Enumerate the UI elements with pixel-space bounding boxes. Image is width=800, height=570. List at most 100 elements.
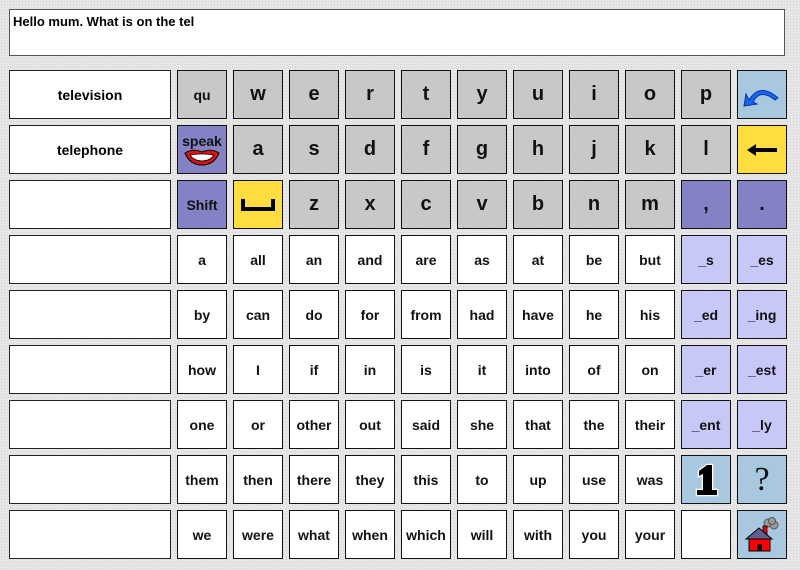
prediction-slot[interactable] xyxy=(9,400,171,449)
key-qu[interactable]: qu xyxy=(177,70,227,119)
key-r[interactable]: r xyxy=(345,70,395,119)
key-est[interactable]: _est xyxy=(737,345,787,394)
key-ent[interactable]: _ent xyxy=(681,400,731,449)
key-or[interactable]: or xyxy=(233,400,283,449)
prediction-slot[interactable] xyxy=(9,235,171,284)
key-what[interactable]: what xyxy=(289,510,339,559)
key-up[interactable]: up xyxy=(513,455,563,504)
key-and[interactable]: and xyxy=(345,235,395,284)
prediction-slot[interactable] xyxy=(9,455,171,504)
key-have[interactable]: have xyxy=(513,290,563,339)
key-with[interactable]: with xyxy=(513,510,563,559)
key-all[interactable]: all xyxy=(233,235,283,284)
key-out[interactable]: out xyxy=(345,400,395,449)
key-u[interactable]: u xyxy=(513,70,563,119)
key-had[interactable]: had xyxy=(457,290,507,339)
key-g[interactable]: g xyxy=(457,125,507,174)
key-she[interactable]: she xyxy=(457,400,507,449)
key-the[interactable]: the xyxy=(569,400,619,449)
key-them[interactable]: them xyxy=(177,455,227,504)
key-an[interactable]: an xyxy=(289,235,339,284)
key-comma[interactable]: , xyxy=(681,180,731,229)
key-h[interactable]: h xyxy=(513,125,563,174)
key-this[interactable]: this xyxy=(401,455,451,504)
prediction-slot[interactable] xyxy=(9,510,171,559)
key-f[interactable]: f xyxy=(401,125,451,174)
key-how[interactable]: how xyxy=(177,345,227,394)
key-to[interactable]: to xyxy=(457,455,507,504)
key-be[interactable]: be xyxy=(569,235,619,284)
key-j[interactable]: j xyxy=(569,125,619,174)
prediction-slot[interactable]: telephone xyxy=(9,125,171,174)
key-when[interactable]: when xyxy=(345,510,395,559)
key-d[interactable]: d xyxy=(345,125,395,174)
key-home[interactable] xyxy=(737,510,787,559)
key-they[interactable]: they xyxy=(345,455,395,504)
key-by[interactable]: by xyxy=(177,290,227,339)
key-x[interactable]: x xyxy=(345,180,395,229)
key-it[interactable]: it xyxy=(457,345,507,394)
key-I[interactable]: I xyxy=(233,345,283,394)
key-you[interactable]: you xyxy=(569,510,619,559)
key-v[interactable]: v xyxy=(457,180,507,229)
key-b[interactable]: b xyxy=(513,180,563,229)
key-for[interactable]: for xyxy=(345,290,395,339)
key-as[interactable]: as xyxy=(457,235,507,284)
key-then[interactable]: then xyxy=(233,455,283,504)
key-if[interactable]: if xyxy=(289,345,339,394)
key-their[interactable]: their xyxy=(625,400,675,449)
key-will[interactable]: will xyxy=(457,510,507,559)
key-there[interactable]: there xyxy=(289,455,339,504)
key-a[interactable]: a xyxy=(177,235,227,284)
key-into[interactable]: into xyxy=(513,345,563,394)
key-l[interactable]: l xyxy=(681,125,731,174)
key-w[interactable]: w xyxy=(233,70,283,119)
key-speak[interactable]: speak xyxy=(177,125,227,174)
key-undo[interactable] xyxy=(737,70,787,119)
key-ed[interactable]: _ed xyxy=(681,290,731,339)
key-do[interactable]: do xyxy=(289,290,339,339)
key-period[interactable]: . xyxy=(737,180,787,229)
key-Shift[interactable]: Shift xyxy=(177,180,227,229)
prediction-slot[interactable] xyxy=(9,345,171,394)
key-question-mark[interactable]: ? xyxy=(737,455,787,504)
key-your[interactable]: your xyxy=(625,510,675,559)
key-t[interactable]: t xyxy=(401,70,451,119)
key-ing[interactable]: _ing xyxy=(737,290,787,339)
key-ly[interactable]: _ly xyxy=(737,400,787,449)
key-from[interactable]: from xyxy=(401,290,451,339)
prediction-slot[interactable]: television xyxy=(9,70,171,119)
key-we[interactable]: we xyxy=(177,510,227,559)
key-but[interactable]: but xyxy=(625,235,675,284)
key-backspace-arrow[interactable] xyxy=(737,125,787,174)
key-er[interactable]: _er xyxy=(681,345,731,394)
key-e[interactable]: e xyxy=(289,70,339,119)
key-were[interactable]: were xyxy=(233,510,283,559)
key-z[interactable]: z xyxy=(289,180,339,229)
key-y[interactable]: y xyxy=(457,70,507,119)
key-o[interactable]: o xyxy=(625,70,675,119)
key-on[interactable]: on xyxy=(625,345,675,394)
key-es[interactable]: _es xyxy=(737,235,787,284)
key-p[interactable]: p xyxy=(681,70,731,119)
key-said[interactable]: said xyxy=(401,400,451,449)
key-other[interactable]: other xyxy=(289,400,339,449)
key-he[interactable]: he xyxy=(569,290,619,339)
key-s[interactable]: _s xyxy=(681,235,731,284)
key-n[interactable]: n xyxy=(569,180,619,229)
prediction-slot[interactable] xyxy=(9,290,171,339)
key-which[interactable]: which xyxy=(401,510,451,559)
key-use[interactable]: use xyxy=(569,455,619,504)
key-is[interactable]: is xyxy=(401,345,451,394)
key-can[interactable]: can xyxy=(233,290,283,339)
key-k[interactable]: k xyxy=(625,125,675,174)
key-i[interactable]: i xyxy=(569,70,619,119)
key-his[interactable]: his xyxy=(625,290,675,339)
key-of[interactable]: of xyxy=(569,345,619,394)
key-that[interactable]: that xyxy=(513,400,563,449)
key-was[interactable]: was xyxy=(625,455,675,504)
text-display[interactable]: Hello mum. What is on the tel xyxy=(9,9,785,56)
key-one[interactable]: one xyxy=(177,400,227,449)
key-at[interactable]: at xyxy=(513,235,563,284)
key-in[interactable]: in xyxy=(345,345,395,394)
